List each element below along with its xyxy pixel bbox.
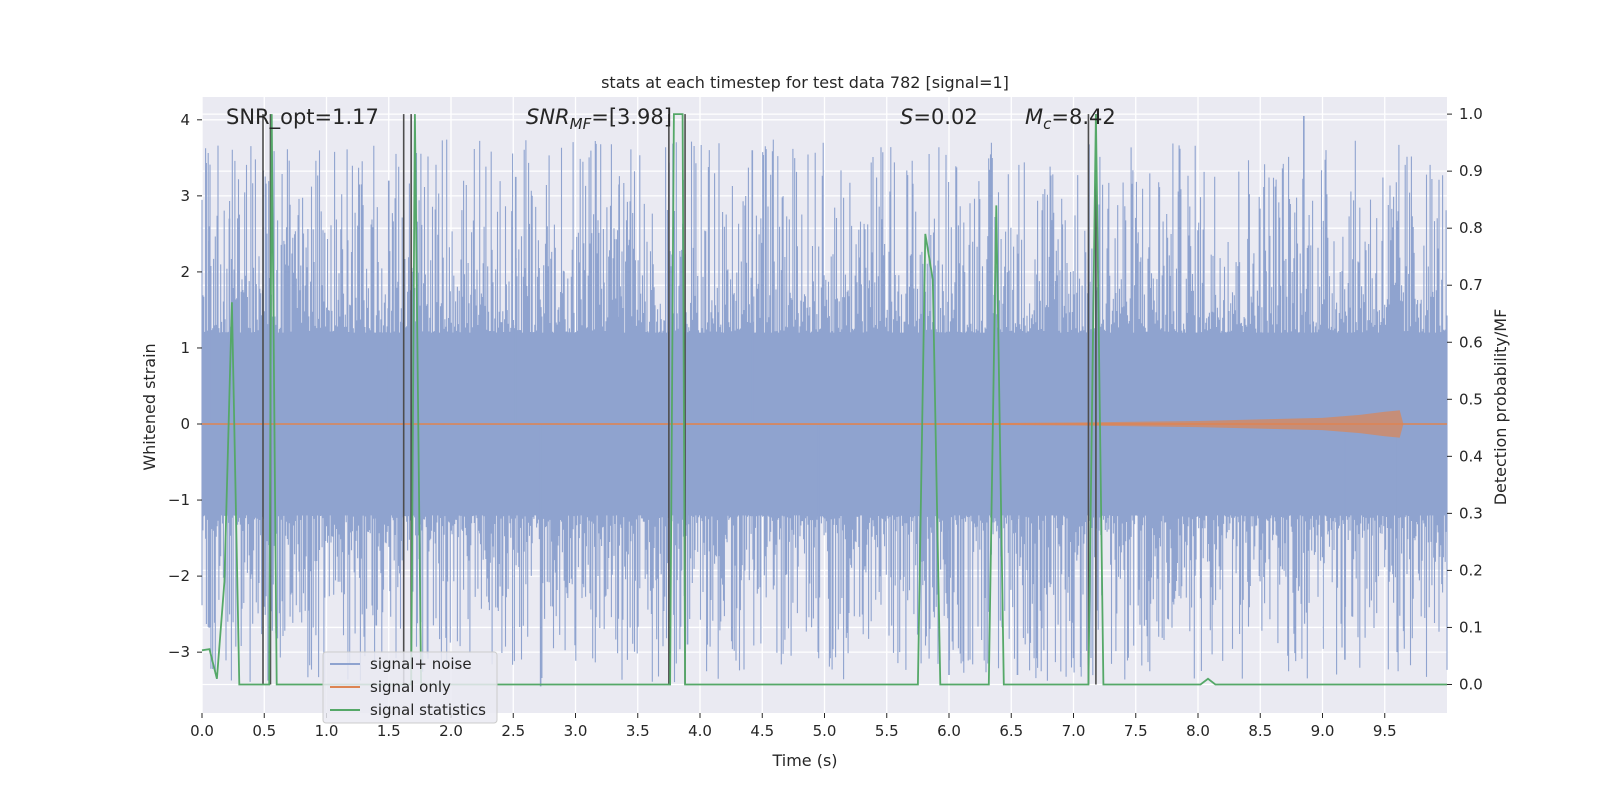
y-right-tick-label-4: 0.6: [1459, 333, 1483, 351]
axes: 0.0 0.5 1.0 1.5 2.0 2.5 3.0 3.5 4.0 4.5 5.0 5.5 6.0 6…: [168, 105, 1483, 740]
x-tick-label-6: 3.0: [564, 722, 588, 740]
y-axis-right-label: Detection probability/MF: [1491, 309, 1510, 506]
annotation-snr-mf-symbol: SNR: [526, 105, 570, 129]
noise-trace: [201, 139, 1448, 683]
x-tick-label-13: 6.5: [999, 722, 1023, 740]
series-signal-statistics: [201, 113, 1447, 686]
annotations: SNR_opt=1.17 SNRMF=[3.98] S=0.02 Mc=8.42: [226, 105, 1116, 133]
annotation-snr-mf-value: =[3.98]: [591, 105, 672, 129]
x-tick-label-7: 3.5: [626, 722, 650, 740]
annotation-snr-mf-subscript: MF: [570, 115, 592, 133]
x-tick-label-3: 1.5: [377, 722, 401, 740]
x-tick-label-16: 8.0: [1186, 722, 1210, 740]
annotation-mc-symbol: M: [1025, 105, 1043, 129]
x-tick-label-17: 8.5: [1248, 722, 1272, 740]
legend-box: [322, 651, 498, 724]
x-tick-label-8: 4.0: [688, 722, 712, 740]
y-left-tick-label-1: 3: [180, 187, 190, 205]
x-tick-label-10: 5.0: [813, 722, 837, 740]
annotation-mc-value: =8.42: [1051, 105, 1115, 129]
legend-label-signal-noise: signal+ noise: [370, 655, 472, 673]
y-right-tick-label-10: 0.0: [1459, 675, 1483, 693]
x-tick-label-2: 1.0: [315, 722, 339, 740]
chart-title: stats at each timestep for test data 782…: [601, 73, 1009, 92]
x-tick-label-19: 9.5: [1373, 722, 1397, 740]
x-axis-label: Time (s): [771, 751, 837, 770]
x-tick-label-12: 6.0: [937, 722, 961, 740]
legend: signal+ noise signal only signal statist…: [322, 651, 498, 724]
legend-label-signal-only: signal only: [370, 678, 451, 696]
y-axis-left-label: Whitened strain: [140, 343, 159, 470]
annotation-mc-subscript: c: [1043, 115, 1052, 133]
y-right-tick-label-1: 0.9: [1459, 162, 1483, 180]
y-right-tick-label-5: 0.5: [1459, 390, 1483, 408]
x-tick-label-5: 2.5: [501, 722, 525, 740]
x-tick-label-4: 2.0: [439, 722, 463, 740]
y-right-tick-label-8: 0.2: [1459, 561, 1483, 579]
signal-statistics-line: [201, 113, 1447, 686]
annotation-s-symbol: S: [900, 105, 913, 129]
y-left-tick-label-7: −3: [168, 643, 190, 661]
annotation-s: S=0.02: [900, 105, 978, 129]
y-left-tick-label-4: 0: [180, 415, 190, 433]
x-tick-label-1: 0.5: [252, 722, 276, 740]
x-tick-label-15: 7.5: [1124, 722, 1148, 740]
annotation-snr-opt: SNR_opt=1.17: [226, 105, 379, 130]
y-right-tick-label-7: 0.3: [1459, 504, 1483, 522]
x-tick-label-0: 0.0: [190, 722, 214, 740]
y-right-tick-label-9: 0.1: [1459, 618, 1483, 636]
y-right-tick-label-2: 0.8: [1459, 219, 1483, 237]
y-left-tick-label-2: 2: [180, 263, 190, 281]
x-tick-label-14: 7.0: [1062, 722, 1086, 740]
annotation-snr-mf: SNRMF=[3.98]: [526, 105, 672, 133]
y-right-tick-label-0: 1.0: [1459, 105, 1483, 123]
annotation-s-value: =0.02: [913, 105, 977, 129]
legend-label-signal-statistics: signal statistics: [370, 701, 486, 719]
x-tick-label-18: 9.0: [1311, 722, 1335, 740]
x-tick-label-11: 5.5: [875, 722, 899, 740]
y-left-tick-label-5: −1: [168, 491, 190, 509]
annotation-mc: Mc=8.42: [1025, 105, 1116, 133]
y-left-tick-label-6: −2: [168, 567, 190, 585]
x-tick-label-9: 4.5: [750, 722, 774, 740]
y-right-tick-label-3: 0.7: [1459, 276, 1483, 294]
y-left-tick-label-3: 1: [180, 339, 190, 357]
series-signal-only: [202, 410, 1447, 438]
y-right-tick-label-6: 0.4: [1459, 447, 1483, 465]
y-left-tick-label-0: 4: [180, 111, 190, 129]
